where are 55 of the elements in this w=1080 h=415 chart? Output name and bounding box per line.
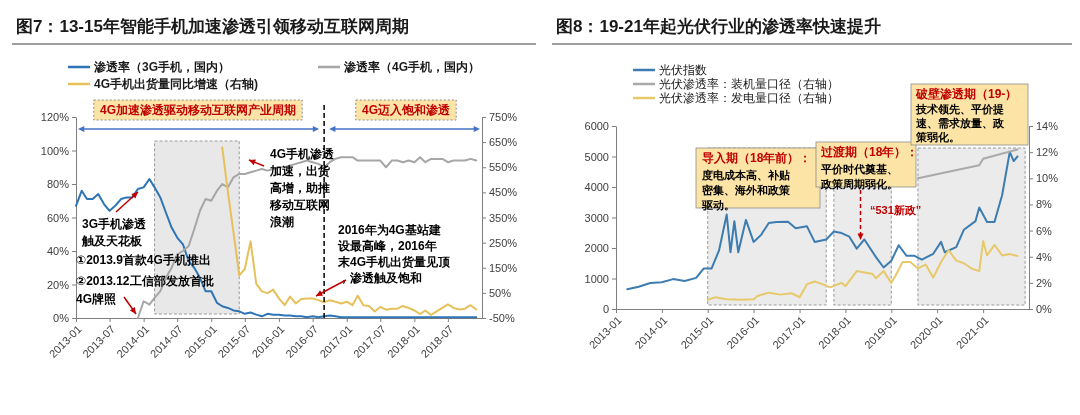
- text: 破壁渗透期（19-）: [915, 87, 1018, 101]
- text: 4G加速渗透驱动移动互联网产业周期: [99, 103, 297, 117]
- y-tick-label: 120%: [40, 111, 70, 124]
- y-tick-label: 60%: [46, 211, 70, 224]
- y-tick-label: 5000: [584, 150, 609, 163]
- chart-title: 图8：19-21年起光伏行业的渗透率快速提升: [556, 17, 881, 36]
- y-tick-label: 1000: [584, 272, 609, 285]
- legend-label: 4G手机出货量同比增速（右轴): [94, 77, 259, 91]
- y-tick-label: 0%: [53, 312, 70, 325]
- annotation: 平价时代奠基、政策周期弱化。: [820, 163, 898, 190]
- annotation: 过渡期（18年）：: [820, 145, 919, 159]
- line-series: [706, 240, 1019, 301]
- text: 4G迈入饱和渗透: [361, 103, 451, 117]
- y-tick-label: 20%: [46, 278, 70, 291]
- annotation: ②2013.12工信部发放首批4G牌照: [76, 274, 214, 306]
- annotation: 3G手机渗透触及天花板: [81, 217, 147, 248]
- y2-tick-label: 50%: [489, 286, 512, 299]
- y2-tick-label: 650%: [489, 136, 518, 149]
- line-series: [221, 146, 478, 316]
- legend-label: 光伏指数: [659, 63, 707, 77]
- y2-tick-label: 350%: [489, 211, 518, 224]
- y2-tick-label: 4%: [1036, 250, 1053, 263]
- y2-tick-label: -50%: [489, 312, 515, 325]
- y-tick-label: 4000: [584, 181, 609, 194]
- annotation: 4G手机渗透加速，出货高增，助推移动互联网浪潮: [269, 147, 335, 229]
- y-tick-label: 40%: [46, 245, 70, 258]
- chart-title: 图7：13-15年智能手机加速渗透引领移动互联网周期: [16, 17, 409, 36]
- legend-label: 光伏渗透率：发电量口径（右轴）: [659, 91, 839, 105]
- y-tick-label: 80%: [46, 178, 70, 191]
- y2-tick-label: 550%: [489, 161, 518, 174]
- y2-tick-label: 150%: [489, 261, 518, 274]
- y2-tick-label: 750%: [489, 111, 518, 124]
- line-series: [916, 148, 1019, 180]
- y2-tick-label: 14%: [1036, 120, 1059, 133]
- y-tick-label: 0: [602, 303, 609, 316]
- y2-tick-label: 250%: [489, 236, 518, 249]
- y2-tick-label: 10%: [1036, 172, 1059, 185]
- y2-tick-label: 8%: [1036, 198, 1053, 211]
- annotation: 技术领先、平价提速、需求放量、政策弱化。: [915, 103, 1005, 143]
- annotation: 度电成本高、补贴密集、海外和政策驱动。: [701, 169, 791, 211]
- annotation: 导入期（18年前）：: [702, 151, 812, 165]
- y2-tick-label: 450%: [489, 186, 518, 199]
- y2-tick-label: 0%: [1036, 303, 1053, 316]
- y-tick-label: 6000: [584, 120, 609, 133]
- legend-label: 渗透率（3G手机，国内）: [93, 60, 231, 74]
- y-tick-label: 3000: [584, 211, 609, 224]
- annotation: “531新政”: [870, 204, 922, 216]
- y-tick-label: 2000: [584, 242, 609, 255]
- y-tick-label: 100%: [40, 144, 70, 157]
- line-series: [75, 177, 478, 319]
- y2-tick-label: 2%: [1036, 276, 1053, 289]
- legend-label: 光伏渗透率：装机量口径（右轴）: [659, 77, 839, 91]
- y2-tick-label: 12%: [1036, 146, 1059, 159]
- legend-label: 渗透率（4G手机，国内）: [343, 60, 481, 74]
- y2-tick-label: 6%: [1036, 224, 1053, 237]
